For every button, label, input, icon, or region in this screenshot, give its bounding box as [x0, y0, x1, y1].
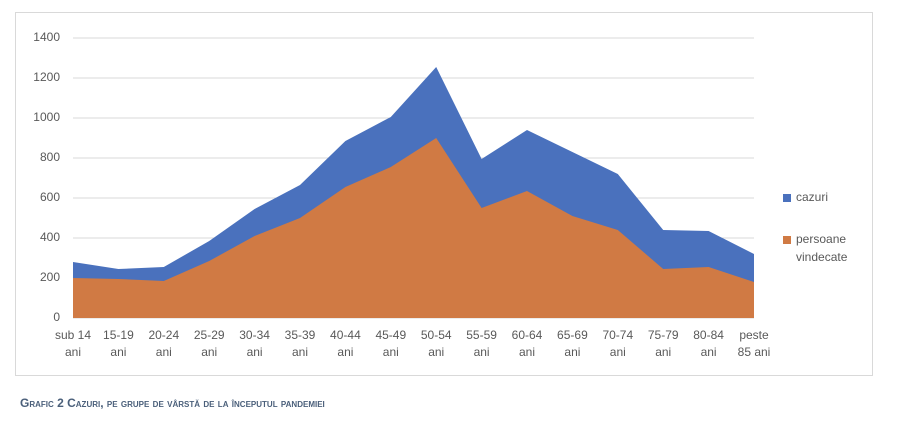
y-tick-label: 800	[40, 150, 60, 164]
y-tick-label: 0	[53, 310, 60, 324]
x-tick-label: 15-19 ani	[103, 328, 134, 359]
x-tick-label: 55-59 ani	[466, 328, 497, 359]
chart-border	[15, 12, 873, 376]
legend-swatch	[783, 236, 791, 244]
x-tick-label: 75-79 ani	[648, 328, 679, 359]
x-tick-label: 45-49 ani	[375, 328, 406, 359]
x-tick-label: 60-64 ani	[512, 328, 543, 359]
y-tick-label: 1000	[33, 110, 60, 124]
x-tick-label: peste 85 ani	[738, 328, 771, 359]
y-tick-label: 600	[40, 190, 60, 204]
x-tick-label: 80-84 ani	[693, 328, 724, 359]
area	[73, 138, 754, 318]
x-tick-label: sub 14 ani	[55, 328, 91, 359]
x-tick-label: 65-69 ani	[557, 328, 588, 359]
y-tick-label: 1200	[33, 70, 60, 84]
y-tick-label: 200	[40, 270, 60, 284]
legend-label: cazuri	[796, 190, 828, 204]
legend-label: persoane vindecate	[796, 232, 848, 264]
x-tick-label: 70-74 ani	[602, 328, 633, 359]
y-tick-label: 400	[40, 230, 60, 244]
x-tick-label: 30-34 ani	[239, 328, 270, 359]
x-tick-label: 50-54 ani	[421, 328, 452, 359]
legend-swatch	[783, 194, 791, 202]
x-tick-label: 20-24 ani	[148, 328, 179, 359]
y-tick-label: 1400	[33, 30, 60, 44]
x-tick-label: 40-44 ani	[330, 328, 361, 359]
chart-caption: Grafic 2 Cazuri, pe grupe de vârstă de l…	[20, 396, 325, 410]
x-tick-label: 25-29 ani	[194, 328, 225, 359]
x-tick-label: 35-39 ani	[285, 328, 316, 359]
